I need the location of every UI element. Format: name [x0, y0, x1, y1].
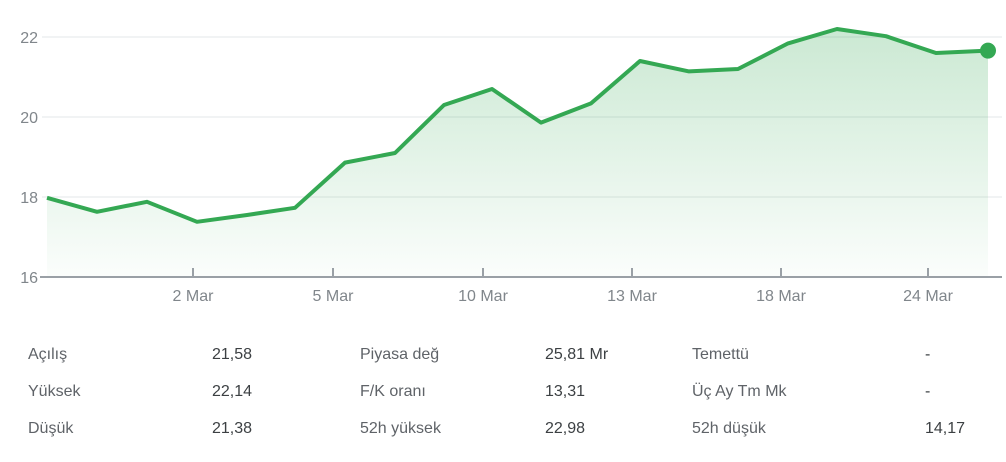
y-tick-label-22: 22 [20, 30, 38, 47]
price-chart-svg[interactable]: 2 Mar 5 Mar 10 Mar 13 Mar 18 Mar 24 Mar 16 18 20… [0, 0, 1006, 322]
x-tick-label-1: 5 Mar [313, 288, 355, 305]
stat-value-market-cap: 25,81 Mr [545, 346, 609, 363]
stat-label-pe-ratio: F/K oranı [360, 383, 426, 400]
stat-label-open: Açılış [28, 346, 68, 363]
stat-value-low: 21,38 [212, 420, 253, 437]
price-chart[interactable]: 2 Mar 5 Mar 10 Mar 13 Mar 18 Mar 24 Mar 16 18 20… [0, 0, 1006, 322]
stat-label-high: Yüksek [28, 383, 81, 400]
stat-value-high: 22,14 [212, 383, 253, 400]
y-tick-label-20: 20 [20, 110, 38, 127]
stat-value-52w-low: 14,17 [925, 420, 966, 437]
price-line [46, 27, 989, 224]
stat-value-pe-ratio: 13,31 [545, 383, 586, 400]
stat-value-dividend: - [925, 346, 931, 363]
stat-value-quarterly-div: - [925, 383, 931, 400]
price-area-fill [47, 29, 988, 277]
y-tick-label-18: 18 [20, 190, 38, 207]
x-tick-label-2: 10 Mar [458, 288, 508, 305]
stats-table [0, 330, 1006, 462]
x-tick-label-0: 2 Mar [173, 288, 215, 305]
x-tick-label-4: 18 Mar [756, 288, 806, 305]
stat-label-market-cap: Piyasa değ [360, 346, 440, 363]
stat-label-low: Düşük [28, 420, 74, 437]
stat-value-52w-high: 22,98 [545, 420, 586, 437]
stat-label-52w-high: 52h yüksek [360, 420, 441, 437]
latest-price-dot [980, 42, 996, 59]
stat-value-open: 21,58 [212, 346, 253, 363]
y-tick-label-16: 16 [20, 270, 38, 287]
x-tick-label-5: 24 Mar [903, 288, 953, 305]
stat-label-quarterly-div: Üç Ay Tm Mk [692, 383, 787, 400]
stat-label-52w-low: 52h düşük [692, 420, 766, 437]
stat-label-dividend: Temettü [692, 346, 749, 363]
x-tick-label-3: 13 Mar [607, 288, 657, 305]
